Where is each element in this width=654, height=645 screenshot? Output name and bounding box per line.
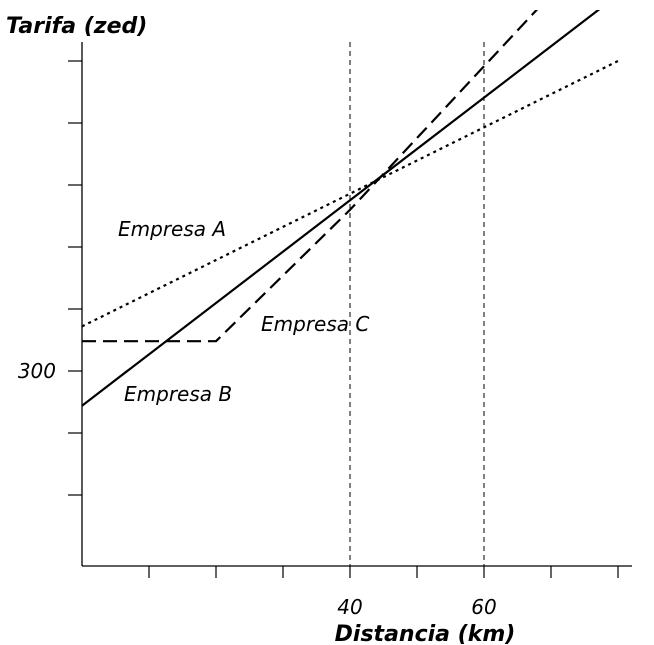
series-label-empresa-a: Empresa A — [118, 217, 226, 241]
series-line-empresa-c — [82, 10, 539, 343]
y-axis-title: Tarifa (zed) — [6, 14, 147, 39]
x-tick-label-40: 40 — [337, 595, 362, 619]
series-label-empresa-c: Empresa C — [261, 312, 369, 336]
x-axis-title: Distancia (km) — [335, 622, 516, 645]
series-label-empresa-b: Empresa B — [124, 382, 232, 406]
reference-lines — [349, 42, 485, 566]
y-tick-label-300: 300 — [18, 359, 56, 383]
tick-labels: 40 60 300 — [18, 359, 497, 619]
series-line-empresa-b — [82, 10, 601, 407]
x-tick-label-60: 60 — [471, 595, 496, 619]
series-lines — [82, 10, 619, 407]
y-ticks — [68, 60, 82, 496]
series-line-empresa-a — [82, 60, 619, 328]
x-ticks — [148, 566, 619, 578]
